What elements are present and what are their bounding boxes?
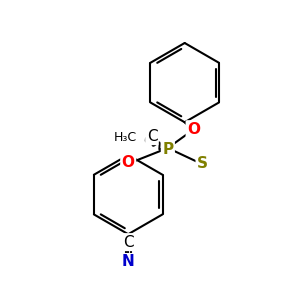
Text: C: C — [123, 235, 134, 250]
Text: H₃C: H₃C — [114, 130, 137, 144]
Text: P: P — [162, 142, 173, 157]
Text: C: C — [147, 129, 157, 144]
Text: O: O — [187, 122, 200, 137]
Text: N: N — [122, 254, 135, 269]
Text: O: O — [122, 155, 135, 170]
Text: S: S — [197, 156, 208, 171]
